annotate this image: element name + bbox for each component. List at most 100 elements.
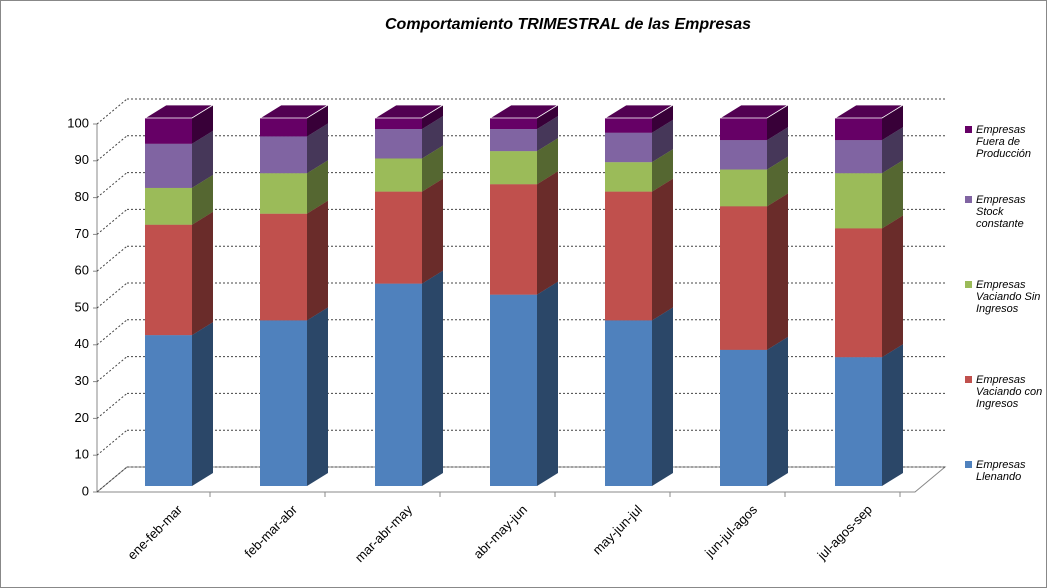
bar-segment — [145, 224, 192, 336]
grid-line — [96, 282, 128, 309]
bar-segment — [260, 136, 307, 174]
bar-top — [833, 104, 905, 119]
bar-segment — [720, 206, 767, 350]
bar-side — [767, 156, 788, 207]
grid-line — [96, 209, 128, 235]
bar-segment — [720, 140, 767, 170]
y-tick-label: 50 — [75, 299, 89, 314]
bar-segment — [835, 228, 882, 358]
y-tick-label: 20 — [75, 410, 89, 425]
grid-line — [96, 319, 128, 346]
bar-segment — [720, 349, 767, 486]
bar-side — [192, 130, 213, 188]
y-tick-label: 10 — [75, 447, 89, 462]
y-tick-label: 30 — [75, 373, 89, 388]
y-tick-label: 100 — [67, 115, 89, 130]
y-tick-label: 60 — [75, 263, 89, 278]
legend-label: Empresas Vaciando con Ingresos — [976, 374, 1043, 410]
grid-line — [96, 172, 128, 198]
legend-swatch — [965, 126, 972, 133]
bar-top — [603, 104, 675, 119]
bar-side — [192, 322, 213, 486]
legend-swatch — [965, 281, 972, 288]
bar-top — [258, 104, 330, 119]
legend-label: Empresas Stock constante — [976, 194, 1026, 230]
y-tick-label: 70 — [75, 226, 89, 241]
bar-top — [373, 104, 445, 119]
bar-side — [422, 116, 443, 159]
bar-side — [537, 116, 558, 152]
bar-side — [307, 307, 328, 486]
bar-side — [652, 307, 673, 486]
bar-segment — [145, 187, 192, 225]
bar-side — [422, 145, 443, 192]
bar-segment — [260, 118, 307, 137]
bar-side — [767, 127, 788, 170]
bar-segment — [835, 173, 882, 229]
y-tick-label: 40 — [75, 336, 89, 351]
bar-segment — [490, 129, 537, 152]
y-tick-label: 90 — [75, 152, 89, 167]
grid-line — [96, 98, 128, 125]
bar-segment — [605, 162, 652, 192]
bar-segment — [835, 140, 882, 174]
bar-segment — [605, 118, 652, 133]
bar-side — [192, 105, 213, 144]
bar-side — [192, 211, 213, 336]
grid-line — [96, 356, 128, 382]
bar-segment — [490, 118, 537, 130]
bar-side — [767, 336, 788, 486]
bar-segment — [375, 118, 422, 130]
bar-side — [422, 105, 443, 130]
bar-segment — [490, 184, 537, 295]
bar-segment — [145, 118, 192, 144]
bar-side — [537, 281, 558, 486]
y-tick-label: 0 — [82, 483, 89, 498]
legend-label: Empresas Fuera de Producción — [976, 124, 1032, 160]
bar-top — [143, 104, 215, 119]
bar-side — [882, 127, 903, 174]
bar-side — [537, 138, 558, 185]
bar-side — [307, 160, 328, 214]
bar-side — [882, 344, 903, 486]
bar-side — [882, 160, 903, 229]
legend-swatch — [965, 196, 972, 203]
bar-side — [422, 270, 443, 486]
bar-segment — [605, 191, 652, 321]
legend-swatch — [965, 376, 972, 383]
grid-line — [96, 466, 128, 493]
bar-side — [767, 193, 788, 350]
bar-segment — [260, 320, 307, 486]
legend-label: Empresas Llenando — [976, 459, 1026, 483]
bar-side — [537, 105, 558, 130]
bar-side — [652, 149, 673, 192]
bar-top — [718, 104, 790, 119]
bar-segment — [375, 283, 422, 486]
grid-line — [96, 245, 128, 272]
bar-side — [767, 105, 788, 141]
bar-side — [882, 105, 903, 141]
bar-segment — [490, 294, 537, 486]
bar-segment — [145, 143, 192, 188]
bar-segment — [145, 335, 192, 486]
grid-line — [96, 135, 128, 162]
bar-segment — [835, 118, 882, 141]
bar-side — [192, 174, 213, 225]
bar-segment — [720, 169, 767, 207]
chart-title: Comportamiento TRIMESTRAL de las Empresa… — [385, 16, 751, 33]
bar-segment — [490, 151, 537, 185]
legend-label: Empresas Vaciando Sin Ingresos — [976, 279, 1041, 315]
bar-segment — [835, 357, 882, 486]
bar-side — [307, 105, 328, 137]
bar-segment — [605, 132, 652, 163]
bar-segment — [720, 118, 767, 141]
bar-segment — [375, 191, 422, 284]
bar-side — [307, 200, 328, 321]
bar-side — [652, 119, 673, 163]
bar-side — [307, 123, 328, 174]
grid-line — [96, 393, 128, 419]
bar-side — [422, 178, 443, 284]
bar-side — [652, 105, 673, 133]
